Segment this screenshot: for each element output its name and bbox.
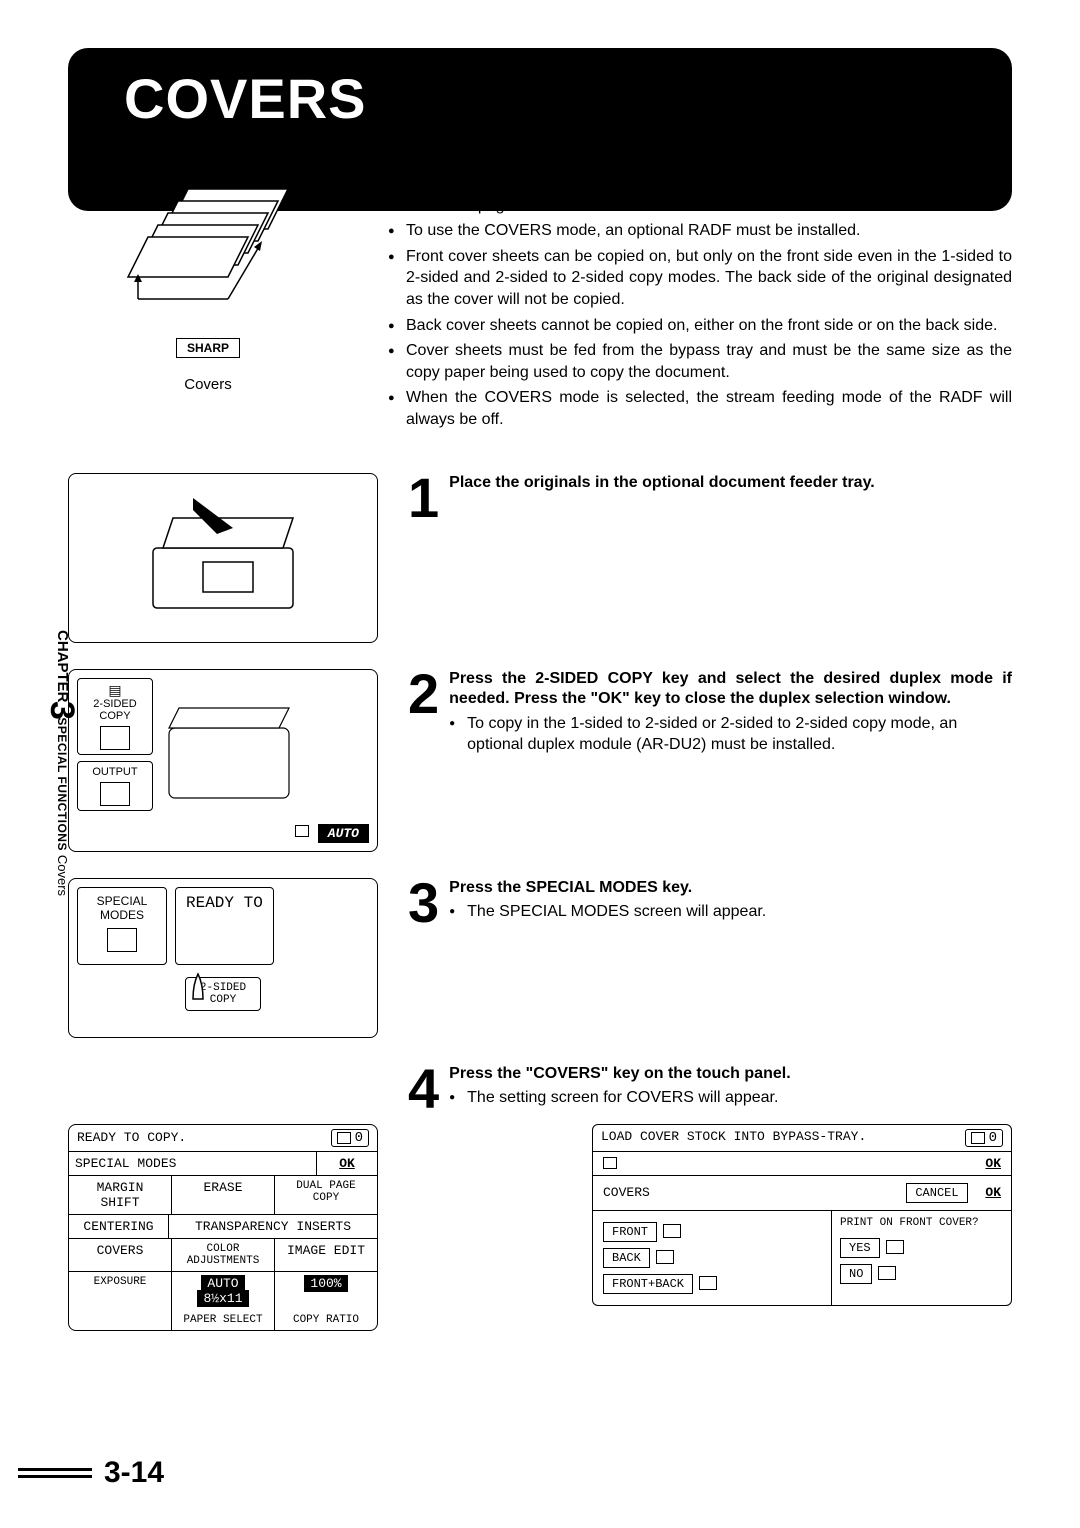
subsection-label: Covers bbox=[55, 855, 70, 896]
page-rule-icon bbox=[18, 1468, 92, 1478]
step-number: 2 bbox=[408, 669, 439, 852]
step-number: 1 bbox=[408, 473, 439, 643]
chapter-tab: CHAPTER3 SPECIAL FUNCTIONS Covers bbox=[42, 630, 81, 896]
intro-text: The COVERS mode is used to place covers … bbox=[388, 173, 1012, 435]
intro-lead: The COVERS mode is used to place covers … bbox=[388, 173, 1012, 216]
panel-label: SPECIAL MODES bbox=[69, 1152, 317, 1175]
image-edit-button[interactable]: IMAGE EDIT bbox=[275, 1239, 377, 1271]
key-label: SPECIAL MODES bbox=[84, 894, 160, 922]
chapter-number: 3 bbox=[42, 701, 81, 720]
color-adj-button[interactable]: COLOR ADJUSTMENTS bbox=[172, 1239, 275, 1271]
no-icon bbox=[878, 1266, 896, 1280]
key-label: OUTPUT bbox=[84, 766, 146, 778]
frontback-option[interactable]: FRONT+BACK bbox=[603, 1274, 693, 1294]
step-bullet: To copy in the 1-sided to 2-sided or 2-s… bbox=[449, 714, 1012, 756]
load-status: LOAD COVER STOCK INTO BYPASS-TRAY. bbox=[601, 1129, 866, 1147]
footer-spacer bbox=[69, 1310, 172, 1330]
erase-button[interactable]: ERASE bbox=[172, 1176, 275, 1214]
covers-setting-screen: LOAD COVER STOCK INTO BYPASS-TRAY. 0 OK … bbox=[592, 1124, 1012, 1306]
page-number-value: 3-14 bbox=[104, 1456, 164, 1490]
step-title: Press the SPECIAL MODES key. bbox=[449, 878, 1012, 899]
document-feeder-illustration bbox=[68, 473, 378, 643]
ok-button[interactable]: OK bbox=[985, 1156, 1001, 1171]
copy-count: 0 bbox=[331, 1129, 369, 1147]
page-number: 3-14 bbox=[18, 1456, 164, 1490]
intro-bullet: Cover sheets must be fed from the bypass… bbox=[388, 340, 1012, 383]
covers-diagram: SHARP Covers bbox=[68, 173, 348, 435]
copy-icon bbox=[971, 1132, 985, 1144]
special-modes-diagram: SPECIAL MODES READY TO 2-SIDED COPY bbox=[68, 878, 378, 1038]
back-icon bbox=[656, 1250, 674, 1264]
tray-icon bbox=[603, 1157, 617, 1169]
two-sided-panel: ▤ 2-SIDED COPY OUTPUT bbox=[68, 669, 378, 852]
chapter-label: CHAPTER bbox=[54, 630, 71, 703]
step-number: 4 bbox=[408, 1064, 439, 1114]
special-icon bbox=[107, 928, 137, 952]
transparency-button[interactable]: TRANSPARENCY INSERTS bbox=[169, 1215, 377, 1238]
intro-bullet: To use the COVERS mode, an optional RADF… bbox=[388, 220, 1012, 242]
paper-size: 8½x11 bbox=[197, 1290, 248, 1307]
yes-button[interactable]: YES bbox=[840, 1238, 880, 1258]
both-icon bbox=[699, 1276, 717, 1290]
centering-button[interactable]: CENTERING bbox=[69, 1215, 169, 1238]
ok-button[interactable]: OK bbox=[985, 1185, 1001, 1200]
paper-select-label[interactable]: PAPER SELECT bbox=[172, 1310, 275, 1330]
dual-page-button[interactable]: DUAL PAGE COPY bbox=[275, 1176, 377, 1214]
step-title: Place the originals in the optional docu… bbox=[449, 473, 1012, 494]
no-button[interactable]: NO bbox=[840, 1264, 872, 1284]
step-title: Press the 2-SIDED COPY key and select th… bbox=[449, 669, 1012, 711]
ratio-value: 100% bbox=[304, 1275, 347, 1292]
intro-bullet: Front cover sheets can be copied on, but… bbox=[388, 246, 1012, 311]
press-finger-icon bbox=[173, 969, 223, 1019]
margin-shift-button[interactable]: MARGIN SHIFT bbox=[69, 1176, 172, 1214]
step-bullet: The SPECIAL MODES screen will appear. bbox=[449, 902, 1012, 923]
copy-icon bbox=[337, 1132, 351, 1144]
step-title: Press the "COVERS" key on the touch pane… bbox=[449, 1064, 1012, 1085]
duplex-icon bbox=[100, 726, 130, 750]
figure-caption: Covers bbox=[68, 376, 348, 393]
copier-illustration bbox=[159, 678, 309, 818]
paper-stack-icon bbox=[98, 179, 318, 309]
back-option[interactable]: BACK bbox=[603, 1248, 650, 1268]
brand-label: SHARP bbox=[176, 338, 240, 358]
key-label: 2-SIDED COPY bbox=[84, 698, 146, 722]
special-modes-screen: READY TO COPY. 0 SPECIAL MODES OK MARGIN… bbox=[68, 1124, 378, 1331]
exposure-label: EXPOSURE bbox=[69, 1272, 172, 1310]
ready-indicator: READY TO bbox=[175, 887, 274, 965]
intro-bullet: Back cover sheets cannot be copied on, e… bbox=[388, 315, 1012, 337]
cancel-button[interactable]: CANCEL bbox=[906, 1183, 967, 1203]
covers-label: COVERS bbox=[603, 1185, 650, 1200]
special-modes-key[interactable]: SPECIAL MODES bbox=[77, 887, 167, 965]
front-icon bbox=[663, 1224, 681, 1238]
panel-icon bbox=[295, 825, 309, 837]
section-label: SPECIAL FUNCTIONS bbox=[55, 717, 69, 851]
step-bullet: The setting screen for COVERS will appea… bbox=[449, 1088, 1012, 1109]
covers-button[interactable]: COVERS bbox=[69, 1239, 172, 1271]
print-question: PRINT ON FRONT COVER? bbox=[840, 1217, 1003, 1229]
step-number: 3 bbox=[408, 878, 439, 1038]
output-icon bbox=[100, 782, 130, 806]
page-title: COVERS bbox=[124, 66, 956, 131]
auto-badge: AUTO bbox=[318, 824, 369, 843]
status-text: READY TO COPY. bbox=[77, 1130, 186, 1145]
copy-ratio-label[interactable]: COPY RATIO bbox=[275, 1310, 377, 1330]
front-option[interactable]: FRONT bbox=[603, 1222, 657, 1242]
yes-icon bbox=[886, 1240, 904, 1254]
ok-button[interactable]: OK bbox=[339, 1156, 355, 1171]
output-key[interactable]: OUTPUT bbox=[77, 761, 153, 811]
two-sided-copy-key[interactable]: ▤ 2-SIDED COPY bbox=[77, 678, 153, 756]
copy-count: 0 bbox=[965, 1129, 1003, 1147]
intro-bullet: When the COVERS mode is selected, the st… bbox=[388, 387, 1012, 430]
